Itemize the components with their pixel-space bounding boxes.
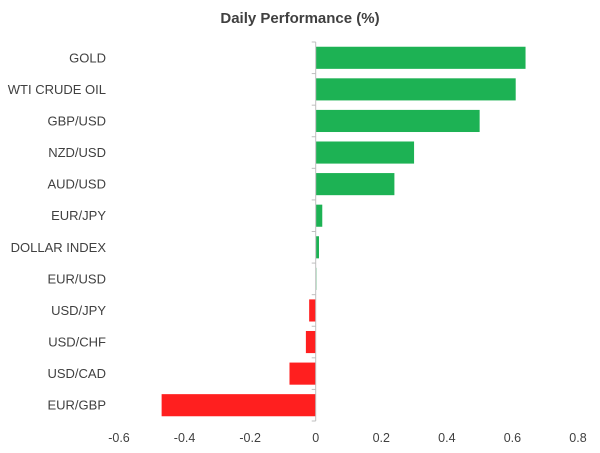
category-label: WTI CRUDE OIL (8, 82, 106, 97)
tick-labels: -0.6 -0.4 -0.2 0 0.2 0.4 0.6 0.8 (108, 431, 587, 445)
bar-aud-usd (315, 173, 395, 196)
x-tick-label: 0.4 (438, 431, 455, 445)
category-label: EUR/GBP (47, 398, 106, 413)
bar-usd-chf (305, 330, 316, 354)
category-label: USD/CAD (47, 366, 106, 381)
x-tick-label: 0.8 (569, 431, 586, 445)
x-tick-label: -0.2 (239, 431, 261, 445)
bars-group (161, 46, 526, 417)
chart-title: Daily Performance (%) (220, 10, 379, 27)
category-label: EUR/JPY (51, 208, 106, 223)
bar-gold (315, 46, 526, 69)
bar-usd-jpy (309, 299, 316, 322)
bar-dollar-index (315, 236, 319, 259)
category-label: GOLD (69, 50, 106, 65)
category-label: AUD/USD (47, 177, 106, 192)
bar-gbp-usd (315, 109, 480, 133)
x-tick-label: 0.6 (504, 431, 521, 445)
category-label: NZD/USD (48, 145, 106, 160)
category-label: GBP/USD (47, 113, 106, 128)
category-label: EUR/USD (47, 271, 106, 286)
category-labels: GOLD WTI CRUDE OIL GBP/USD NZD/USD AUD/USD EU… (8, 50, 107, 412)
x-tick-label: 0 (312, 431, 319, 445)
x-tick-label: -0.4 (174, 431, 196, 445)
category-label: USD/CHF (48, 335, 106, 350)
x-tick-label: 0.2 (373, 431, 390, 445)
axis-group (311, 41, 317, 422)
category-label: DOLLAR INDEX (11, 240, 107, 255)
bar-wti-crude-oil (315, 78, 516, 101)
bar-nzd-usd (315, 141, 415, 164)
bar-usd-cad (289, 362, 316, 385)
bar-eur-jpy (315, 204, 323, 227)
category-label: USD/JPY (51, 303, 106, 318)
bar-eur-gbp (161, 394, 316, 417)
x-tick-label: -0.6 (108, 431, 130, 445)
